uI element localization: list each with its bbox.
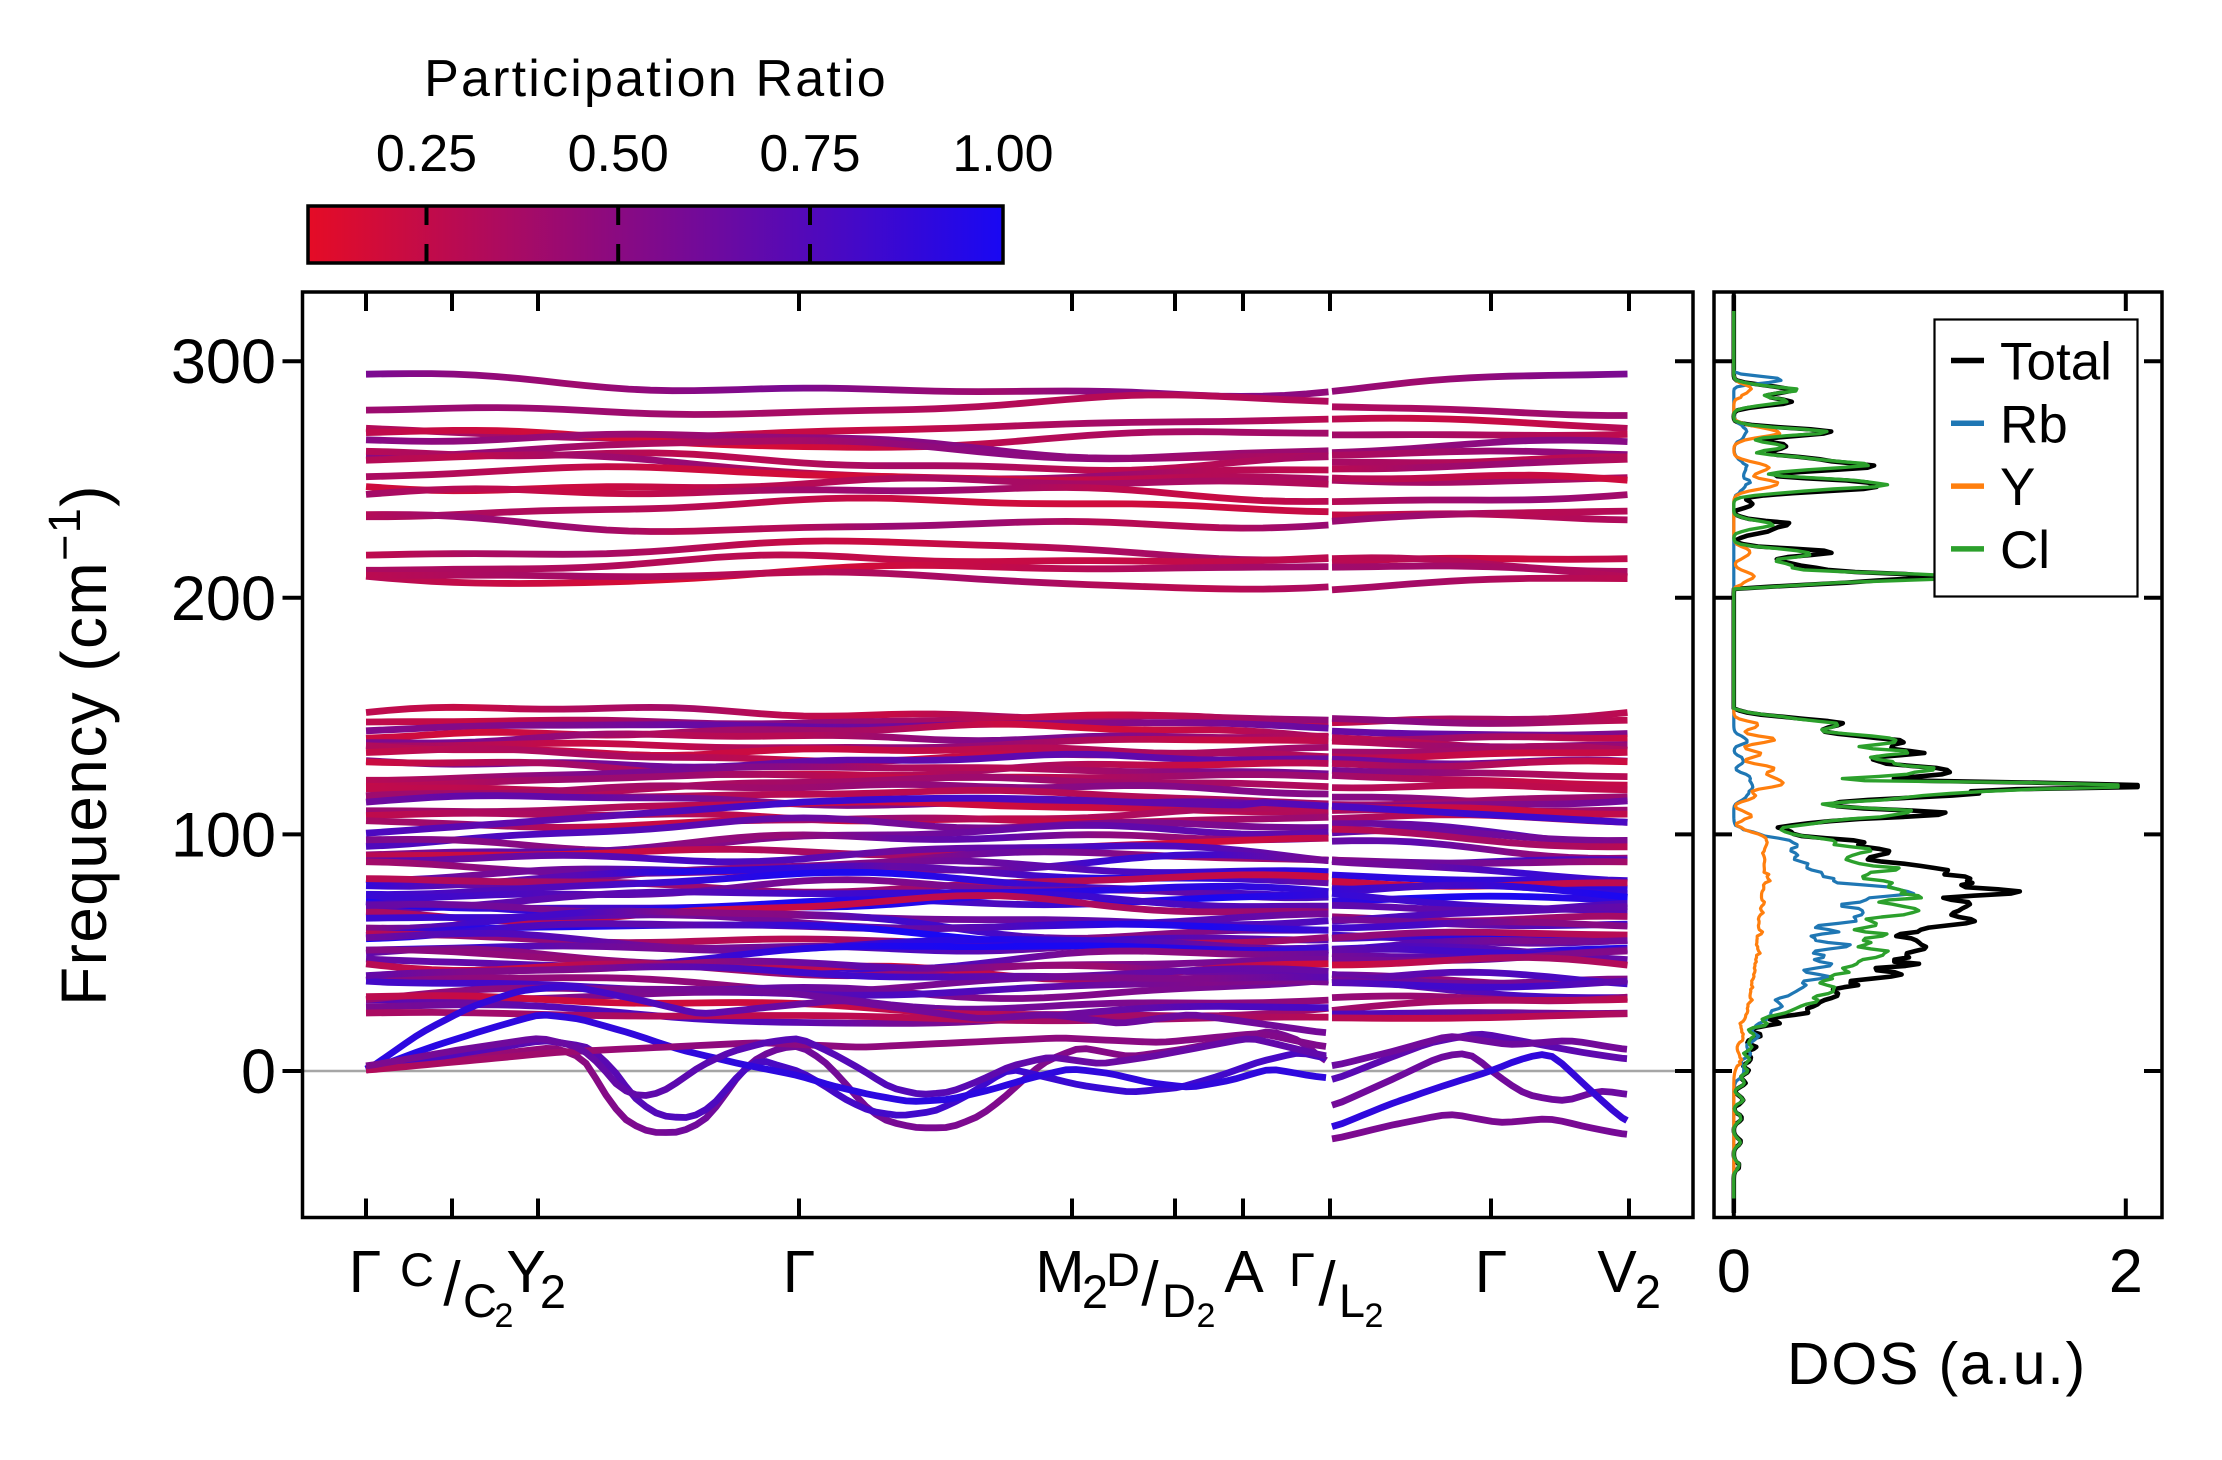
svg-text:Total: Total: [2000, 333, 2112, 392]
svg-text:Γ: Γ: [1289, 1243, 1315, 1296]
svg-text:1.00: 1.00: [952, 125, 1053, 183]
svg-text:C: C: [463, 1274, 497, 1327]
svg-text:L: L: [1339, 1274, 1365, 1327]
svg-text:A: A: [1224, 1239, 1264, 1305]
svg-text:M: M: [1035, 1239, 1084, 1305]
svg-text:D: D: [1162, 1274, 1196, 1327]
svg-text:/: /: [443, 1250, 461, 1319]
svg-text:Y: Y: [2000, 458, 2035, 517]
svg-text:Γ: Γ: [1475, 1239, 1508, 1305]
svg-text:0.25: 0.25: [376, 125, 477, 183]
svg-text:Rb: Rb: [2000, 395, 2068, 454]
svg-text:2: 2: [1197, 1297, 1216, 1335]
svg-text:/: /: [1141, 1250, 1159, 1319]
svg-text:Frequency (cm−1): Frequency (cm−1): [39, 484, 120, 1006]
svg-text:2: 2: [495, 1297, 514, 1335]
svg-text:2: 2: [1082, 1265, 1108, 1318]
svg-text:Γ: Γ: [349, 1239, 382, 1305]
svg-text:0.50: 0.50: [568, 125, 669, 183]
svg-text:300: 300: [171, 327, 276, 397]
svg-text:100: 100: [171, 800, 276, 870]
svg-text:Γ: Γ: [783, 1239, 816, 1305]
svg-text:D: D: [1106, 1243, 1140, 1296]
svg-text:DOS (a.u.): DOS (a.u.): [1787, 1331, 2087, 1397]
svg-text:0: 0: [1717, 1237, 1751, 1305]
svg-text:Cl: Cl: [2000, 521, 2050, 580]
svg-text:C: C: [400, 1243, 434, 1296]
svg-text:2: 2: [1365, 1297, 1384, 1335]
svg-text:2: 2: [2109, 1237, 2143, 1305]
svg-text:0: 0: [241, 1037, 276, 1107]
svg-text:Y: Y: [506, 1239, 545, 1305]
svg-text:0.75: 0.75: [759, 125, 860, 183]
svg-text:/: /: [1318, 1250, 1336, 1319]
svg-text:V: V: [1597, 1239, 1637, 1305]
svg-text:2: 2: [1635, 1265, 1661, 1318]
svg-text:200: 200: [171, 564, 276, 634]
svg-text:Participation Ratio: Participation Ratio: [424, 50, 888, 108]
svg-text:2: 2: [540, 1265, 566, 1318]
